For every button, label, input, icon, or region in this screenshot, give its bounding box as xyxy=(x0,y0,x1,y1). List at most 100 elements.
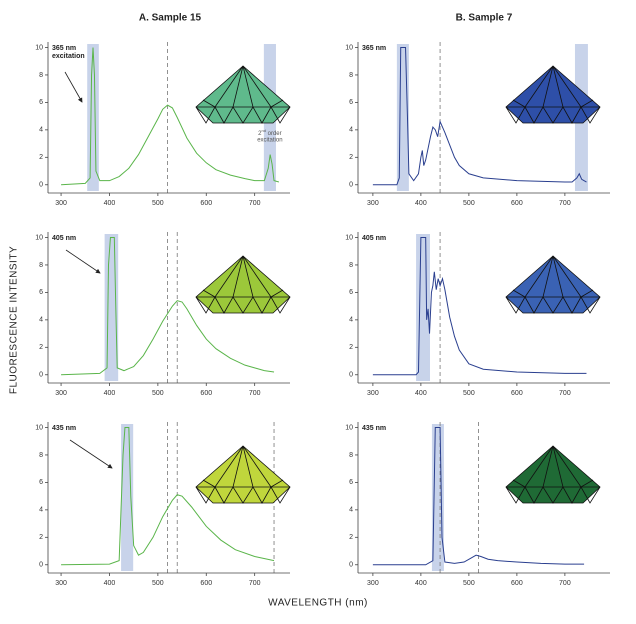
annotation: 435 nm xyxy=(362,425,386,432)
spectrum-line xyxy=(61,47,280,186)
x-tick-label: 700 xyxy=(559,200,571,207)
gem-facet xyxy=(242,65,254,108)
x-tick-label: 300 xyxy=(55,580,67,587)
y-tick-label: 4 xyxy=(39,507,43,514)
x-tick-label: 600 xyxy=(200,200,212,207)
gem-facet xyxy=(242,255,272,298)
annotation-part: 2 xyxy=(258,131,262,137)
gem-facet xyxy=(214,445,244,488)
y-tick-label: 2 xyxy=(39,534,43,541)
x-tick-label: 400 xyxy=(104,200,116,207)
gem-icon xyxy=(505,65,601,124)
y-axis-label: FLUORESCENCE INTENSITY xyxy=(9,246,20,394)
y-tick-label: 4 xyxy=(349,127,353,134)
annotation: 435 nm xyxy=(52,425,76,432)
gem-facet xyxy=(242,445,254,488)
spectrum-line xyxy=(372,46,587,186)
y-tick-label: 8 xyxy=(349,72,353,79)
y-tick-label: 8 xyxy=(39,262,43,269)
y-tick-label: 10 xyxy=(345,234,353,241)
y-tick-label: 2 xyxy=(349,534,353,541)
annotation-part: order xyxy=(266,131,282,137)
spectrum-line xyxy=(372,236,587,376)
gem-facet xyxy=(552,445,564,488)
annotation: 365 nm xyxy=(362,45,386,52)
y-tick-label: 0 xyxy=(349,182,353,189)
x-tick-label: 700 xyxy=(559,390,571,397)
gem-facet xyxy=(552,255,564,298)
y-tick-label: 6 xyxy=(349,99,353,106)
gem-facet xyxy=(214,255,244,298)
annotation: excitation xyxy=(257,138,282,144)
excitation-band xyxy=(416,234,430,381)
y-tick-label: 6 xyxy=(39,99,43,106)
gem-facet xyxy=(195,486,291,504)
y-tick-label: 2 xyxy=(39,154,43,161)
y-tick-label: 0 xyxy=(349,562,353,569)
x-tick-label: 300 xyxy=(55,390,67,397)
y-tick-label: 10 xyxy=(345,424,353,431)
x-tick-label: 600 xyxy=(200,390,212,397)
y-tick-label: 8 xyxy=(349,452,353,459)
x-axis-label: WAVELENGTH (nm) xyxy=(268,598,368,609)
gem-facet xyxy=(512,99,594,108)
gem-facet xyxy=(524,65,554,108)
annotation: 405 nm xyxy=(52,235,76,242)
gem-facet xyxy=(195,296,291,314)
gem-body xyxy=(195,445,291,504)
y-tick-label: 10 xyxy=(35,424,43,431)
x-tick-label: 600 xyxy=(200,580,212,587)
gem-body xyxy=(505,255,601,314)
gem-icon xyxy=(505,255,601,314)
y-tick-label: 6 xyxy=(39,479,43,486)
annotation-arrow xyxy=(65,249,101,274)
x-tick-label: 700 xyxy=(249,580,261,587)
y-tick-label: 0 xyxy=(39,182,43,189)
x-tick-label: 700 xyxy=(249,200,261,207)
spectrum-line xyxy=(61,426,275,566)
y-tick-label: 2 xyxy=(349,154,353,161)
y-tick-label: 4 xyxy=(349,317,353,324)
gem-facet xyxy=(552,255,582,298)
y-tick-label: 8 xyxy=(39,72,43,79)
gem-facet xyxy=(242,65,272,108)
y-tick-label: 6 xyxy=(349,289,353,296)
gem-facet xyxy=(512,479,594,488)
annotation-arrow xyxy=(69,439,113,469)
gem-facet xyxy=(202,289,284,298)
x-tick-label: 400 xyxy=(415,200,427,207)
y-tick-label: 2 xyxy=(39,344,43,351)
x-tick-label: 400 xyxy=(415,580,427,587)
x-tick-label: 600 xyxy=(511,200,523,207)
y-tick-label: 4 xyxy=(349,507,353,514)
y-tick-label: 10 xyxy=(35,234,43,241)
x-tick-label: 500 xyxy=(152,390,164,397)
gem-body xyxy=(195,255,291,314)
x-tick-label: 300 xyxy=(55,200,67,207)
gem-facet xyxy=(505,486,601,504)
x-tick-label: 300 xyxy=(367,200,379,207)
annotation: 405 nm xyxy=(362,235,386,242)
x-tick-label: 300 xyxy=(367,580,379,587)
y-tick-label: 10 xyxy=(35,44,43,51)
y-tick-label: 4 xyxy=(39,127,43,134)
gem-facet xyxy=(524,445,554,488)
spectrum-line xyxy=(372,426,585,566)
gem-facet xyxy=(232,445,244,488)
gem-icon xyxy=(195,65,291,124)
excitation-band xyxy=(87,44,99,191)
y-tick-label: 2 xyxy=(349,344,353,351)
x-tick-label: 400 xyxy=(104,580,116,587)
x-tick-label: 400 xyxy=(104,390,116,397)
x-tick-label: 400 xyxy=(415,390,427,397)
gem-facet xyxy=(512,289,594,298)
gem-facet xyxy=(505,106,601,124)
x-tick-label: 500 xyxy=(152,580,164,587)
y-tick-label: 8 xyxy=(39,452,43,459)
y-tick-label: 8 xyxy=(349,262,353,269)
gem-facet xyxy=(552,445,582,488)
x-tick-label: 500 xyxy=(463,390,475,397)
excitation-band xyxy=(121,424,134,571)
gem-facet xyxy=(202,479,284,488)
gem-facet xyxy=(524,255,554,298)
